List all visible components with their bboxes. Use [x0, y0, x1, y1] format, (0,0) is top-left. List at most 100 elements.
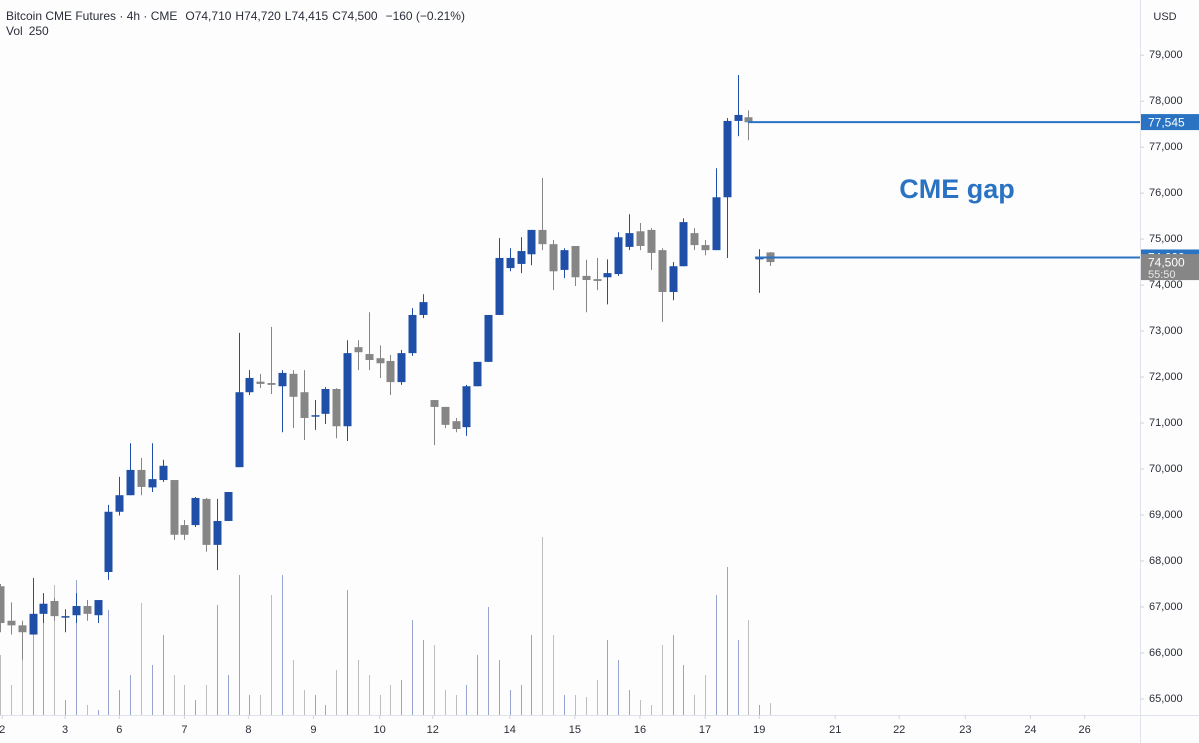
candle-body: [343, 353, 352, 427]
candle-body: [419, 302, 428, 315]
candle-body: [311, 415, 320, 417]
annotation: CME gap: [899, 174, 1015, 204]
candle-body: [224, 491, 233, 521]
level-price-box: [1141, 114, 1199, 131]
ohlc-label: L74,415: [285, 9, 329, 23]
candle-body: [603, 273, 612, 278]
candle-body: [571, 245, 580, 278]
candle-body: [527, 229, 536, 255]
x-tick-label: 15: [569, 724, 581, 736]
candle-body: [538, 229, 547, 245]
candle-body: [506, 257, 515, 269]
candle-body: [386, 360, 395, 383]
y-tick-label: 65,000: [1149, 693, 1183, 705]
candle-body: [593, 279, 602, 281]
ohlc-label: O74,710: [185, 9, 231, 23]
x-tick-label: 21: [829, 724, 841, 736]
candle-body: [647, 229, 656, 253]
candle-body: [701, 245, 710, 251]
candle-body: [104, 511, 113, 572]
y-tick-label: 77,000: [1149, 141, 1183, 153]
y-tick-label: 75,000: [1149, 233, 1183, 245]
last-price-box: [1141, 254, 1199, 281]
x-tick-label: 12: [427, 724, 439, 736]
y-tick-label: 71,000: [1149, 417, 1183, 429]
volume-value: 250: [29, 24, 49, 38]
candle-body: [408, 314, 417, 354]
candle-body: [321, 388, 330, 414]
candle-body: [473, 361, 482, 387]
candle-body: [354, 347, 363, 353]
y-tick-label: 73,000: [1149, 325, 1183, 337]
volume-header: Vol 250: [6, 24, 49, 38]
candle-body: [191, 497, 200, 526]
candle-body: [256, 381, 265, 384]
candle-body: [72, 606, 81, 616]
candle-body: [723, 120, 732, 198]
candle-body: [148, 479, 157, 488]
candle-body: [300, 392, 309, 418]
y-tick-label: 67,000: [1149, 601, 1183, 613]
y-tick-label: 68,000: [1149, 555, 1183, 567]
y-tick-label: 76,000: [1149, 187, 1183, 199]
currency: USD: [1153, 11, 1176, 23]
x-tick-label: 19: [753, 724, 765, 736]
x-tick-label: 14: [504, 724, 516, 736]
candle-body: [517, 251, 526, 264]
x-tick-label: 17: [699, 724, 711, 736]
candle-body: [441, 406, 450, 425]
candle-body: [235, 392, 244, 468]
candle-body: [690, 233, 699, 246]
last-price-label: 74,500: [1148, 255, 1185, 269]
candle-body: [18, 625, 27, 633]
y-tick-label: 69,000: [1149, 509, 1183, 521]
candle-body: [582, 275, 591, 281]
candle-body: [365, 354, 374, 361]
candle-body: [679, 222, 688, 267]
x-tick-label: 22: [893, 724, 905, 736]
ohlc-label: H74,720: [235, 9, 281, 23]
x-tick-label: 3: [62, 724, 68, 736]
candle-body: [245, 377, 254, 393]
y-tick-label: 78,000: [1149, 95, 1183, 107]
candle-body: [289, 373, 298, 397]
candle-body: [669, 266, 678, 292]
x-tick-label: 9: [310, 724, 316, 736]
x-tick-label: 10: [374, 724, 386, 736]
y-tick-label: 74,000: [1149, 279, 1183, 291]
candle-body: [495, 257, 504, 315]
candle-body: [636, 231, 645, 246]
candle-body: [170, 480, 179, 535]
candle-body: [29, 613, 38, 635]
candle-body: [734, 114, 743, 121]
candle-body: [278, 372, 287, 387]
candle-body: [180, 525, 189, 535]
x-tick-label: 8: [245, 724, 251, 736]
candle-body: [658, 250, 667, 292]
countdown: 55:50: [1148, 269, 1176, 281]
title: Bitcoin CME Futures · 4h · CME: [6, 9, 177, 23]
candle-body: [39, 603, 48, 614]
x-tick-label: 16: [634, 724, 646, 736]
ohlc-label: C74,500: [332, 9, 378, 23]
candle-body: [625, 233, 634, 247]
y-tick-label: 66,000: [1149, 647, 1183, 659]
candle-body: [549, 244, 558, 272]
candle-body: [83, 606, 92, 614]
x-tick-label: 7: [181, 724, 187, 736]
candle-body: [7, 620, 16, 626]
y-tick-label: 70,000: [1149, 463, 1183, 475]
candle-body: [430, 400, 439, 407]
candle-body: [397, 353, 406, 383]
x-tick-label: 24: [1024, 724, 1036, 736]
candle-body: [744, 117, 753, 123]
candle-body: [560, 250, 569, 270]
candle-body: [94, 600, 103, 616]
candle-body: [376, 358, 385, 364]
y-tick-label: 79,000: [1149, 49, 1183, 61]
candle-body: [462, 386, 471, 428]
x-tick-label: 2: [0, 724, 5, 736]
candle-body: [452, 421, 461, 429]
level-price-label: 77,545: [1148, 115, 1185, 129]
